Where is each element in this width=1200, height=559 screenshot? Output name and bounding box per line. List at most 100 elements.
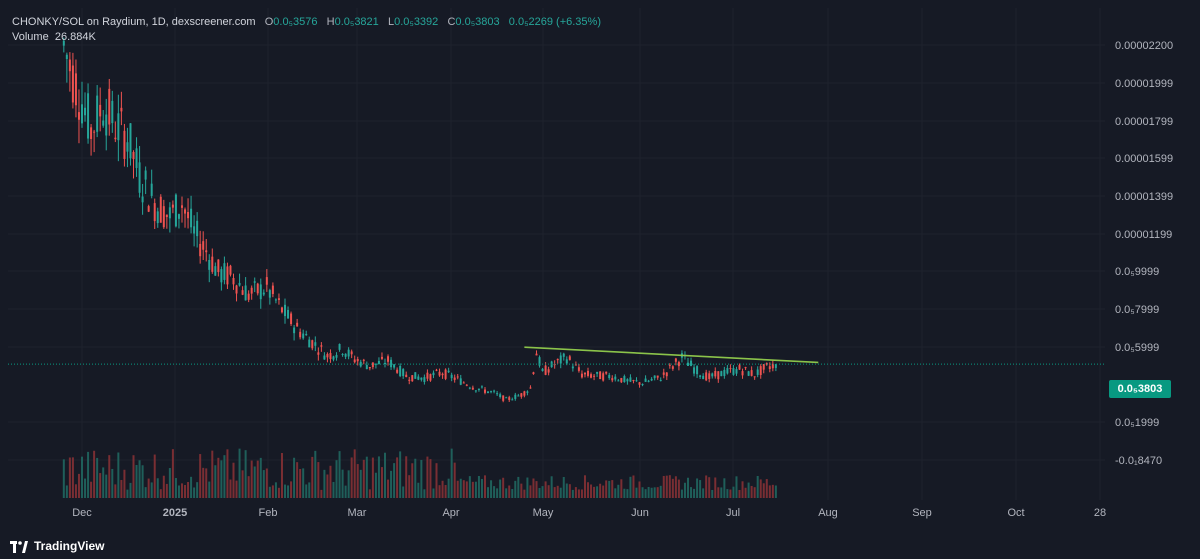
candle-body xyxy=(414,372,417,379)
volume-bar xyxy=(271,485,274,498)
y-tick-label: 0.0₅9999 xyxy=(1115,266,1159,278)
candle-body xyxy=(350,351,353,355)
candle-body xyxy=(635,380,638,382)
candle-body xyxy=(108,88,111,125)
volume-bar xyxy=(335,460,338,498)
volume-bar xyxy=(208,481,211,498)
volume-bar xyxy=(447,478,450,498)
x-tick-label: Jul xyxy=(726,507,740,519)
candle-body xyxy=(741,371,744,376)
volume-bar xyxy=(632,475,635,498)
candle-body xyxy=(102,120,105,126)
candle-body xyxy=(147,206,150,212)
volume-bar xyxy=(102,467,105,498)
volume-bar xyxy=(256,460,259,498)
candle-body xyxy=(90,127,93,139)
volume-bar xyxy=(693,488,696,498)
y-tick-label: 0.00001399 xyxy=(1115,191,1173,203)
volume-bar xyxy=(65,485,68,498)
volume-bar xyxy=(165,483,168,498)
volume-bar xyxy=(432,488,435,498)
volume-bar xyxy=(338,451,341,498)
high-label: H xyxy=(326,16,335,28)
volume-bar xyxy=(456,480,459,498)
volume-bar xyxy=(677,479,680,498)
candle-body xyxy=(356,358,359,362)
open-value: 0.0₅3576 xyxy=(273,16,318,28)
volume-bar xyxy=(99,473,102,498)
y-tick-label: 0.0₅1999 xyxy=(1115,417,1159,429)
volume-bar xyxy=(550,476,553,498)
volume-bar xyxy=(699,480,702,498)
y-axis: 0.00002200 0.00001999 0.00001799 0.00001599… xyxy=(1115,40,1173,467)
candle-body xyxy=(138,162,141,193)
volume-bar xyxy=(68,457,71,498)
close-label: C xyxy=(447,16,456,28)
candle-body xyxy=(220,269,223,283)
candle-body xyxy=(229,265,232,275)
candle-body xyxy=(632,380,635,382)
volume-bar xyxy=(356,464,359,498)
volume-label: Volume xyxy=(12,31,49,43)
candle-body xyxy=(620,378,623,383)
candle-body xyxy=(608,374,611,379)
volume-bar xyxy=(696,478,699,498)
candle-body xyxy=(353,359,356,363)
volume-bar xyxy=(393,463,396,498)
y-tick-label: 0.00002200 xyxy=(1115,40,1173,52)
candle-body xyxy=(750,370,753,376)
candle-body xyxy=(702,375,705,380)
candle-body xyxy=(405,374,408,378)
candle-body xyxy=(341,353,344,355)
candle-body xyxy=(99,104,102,117)
volume-bar xyxy=(468,476,471,498)
candle-body xyxy=(511,399,514,401)
volume-bar xyxy=(96,457,99,498)
volume-bar xyxy=(674,476,677,498)
candle-body xyxy=(347,349,350,357)
candle-body xyxy=(235,285,238,294)
candle-body xyxy=(96,95,99,132)
candle-body xyxy=(193,226,196,234)
candle-body xyxy=(465,384,468,386)
volume-bar xyxy=(290,481,293,498)
candle-body xyxy=(526,391,529,393)
candle-body xyxy=(335,354,338,358)
candle-body xyxy=(574,364,577,366)
candle-body xyxy=(150,183,153,196)
volume-bar xyxy=(771,484,774,498)
y-tick-label: 0.00001599 xyxy=(1115,153,1173,165)
candle-body xyxy=(135,148,138,169)
volume-bar xyxy=(641,487,644,498)
brand-label[interactable]: TradingView xyxy=(34,538,105,553)
volume-bar xyxy=(141,465,144,498)
candle-body xyxy=(71,65,74,103)
volume-bar xyxy=(741,481,744,498)
volume-bar xyxy=(759,479,762,498)
tradingview-logo-icon[interactable] xyxy=(10,540,28,553)
volume-bar xyxy=(553,487,556,498)
trendline[interactable] xyxy=(524,346,819,364)
volume-bar xyxy=(287,485,290,498)
volume-value: 26.884K xyxy=(54,31,96,43)
candle-body xyxy=(538,357,541,366)
volume-bar xyxy=(62,459,65,498)
volume-bar xyxy=(117,452,120,498)
candle-body xyxy=(690,360,693,366)
candle-body xyxy=(368,366,371,369)
x-tick-label: Jun xyxy=(631,507,649,519)
candle-body xyxy=(717,371,720,380)
volume-bar xyxy=(438,485,441,498)
candle-body xyxy=(674,358,677,362)
candle-body xyxy=(696,366,699,375)
candle-body xyxy=(444,369,447,379)
candle-body xyxy=(205,250,208,253)
candle-body xyxy=(590,374,593,378)
volume-bar xyxy=(87,451,90,498)
candle-body xyxy=(720,371,723,377)
y-tick-label: -0.0₁8470 xyxy=(1115,455,1162,467)
candle-body xyxy=(126,142,129,152)
candle-body xyxy=(659,379,662,382)
volume-bar xyxy=(538,487,541,498)
